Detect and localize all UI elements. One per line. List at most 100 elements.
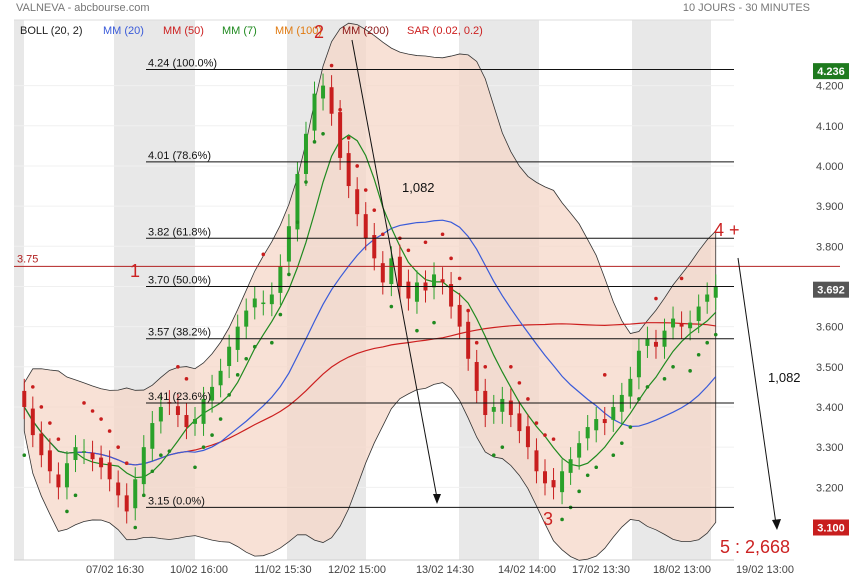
candle-body <box>696 306 701 322</box>
sar-dot <box>261 252 266 257</box>
candle-body <box>39 433 44 456</box>
sar-dot <box>654 296 658 301</box>
candle-body <box>645 338 650 346</box>
sar-dot <box>176 365 180 369</box>
candle-body <box>99 457 104 468</box>
candle-body <box>491 406 496 412</box>
candle-body <box>397 256 402 287</box>
candle-body <box>474 361 479 391</box>
wave-arrow-line <box>351 39 438 499</box>
day-shade-0 <box>14 20 24 560</box>
y-tick-label: 4.100 <box>816 121 844 133</box>
sar-dot <box>363 188 368 192</box>
sar-dot <box>184 377 189 381</box>
candle-body <box>500 398 505 412</box>
wave-arrow-head <box>433 494 441 504</box>
candle-body <box>457 304 462 327</box>
sar-dot <box>449 256 453 261</box>
candle-body <box>551 480 556 488</box>
sar-dot <box>483 365 488 369</box>
y-tick-label: 3.800 <box>816 241 844 253</box>
sar-dot <box>466 308 470 313</box>
legend-item: MM (200) <box>342 25 389 37</box>
y-tick-label: 3.200 <box>816 482 844 494</box>
wave-arrow-head <box>772 519 781 530</box>
sar-dot <box>329 63 334 68</box>
legend-item: BOLL (20, 2) <box>20 25 83 37</box>
candle-body <box>671 318 676 328</box>
y-tick-label: 3.600 <box>816 322 844 334</box>
measure-label: 1,082 <box>402 180 435 195</box>
sar-dot <box>577 489 581 494</box>
candle-body <box>244 310 249 327</box>
candle-body <box>158 406 163 422</box>
wave-5-label: 5 : 2,668 <box>720 537 790 557</box>
candle-body <box>124 495 129 512</box>
candle-body <box>560 471 565 493</box>
sar-dot <box>645 385 650 389</box>
fib-label: 3.41 (23.6%) <box>148 391 211 403</box>
sar-dot <box>304 180 308 184</box>
candle-body <box>628 378 633 397</box>
sar-dot <box>474 340 479 345</box>
price-tag-min <box>813 519 849 536</box>
fib-label: 4.24 (100.0%) <box>148 58 217 70</box>
candle-body <box>193 419 197 424</box>
sar-dot <box>551 437 556 441</box>
candle-body <box>636 350 641 378</box>
candle-body <box>252 298 257 308</box>
sar-dot <box>637 397 641 401</box>
sar-dot <box>500 445 505 449</box>
legend-item: MM (20) <box>103 25 144 37</box>
sar-dot <box>389 304 394 309</box>
candle-body <box>534 450 539 472</box>
sar-dot <box>270 340 274 345</box>
sar-dot <box>620 441 624 445</box>
sar-dot <box>713 332 718 337</box>
y-tick-label: 3.500 <box>816 362 844 374</box>
sar-dot <box>423 240 428 245</box>
sar-dot <box>73 493 78 498</box>
candle-body <box>82 451 87 453</box>
candle-body <box>653 341 658 347</box>
sar-dot <box>346 136 351 140</box>
chart-legend: BOLL (20, 2) MM (20) MM (50) MM (7) MM (100)… <box>20 25 483 37</box>
candle-body <box>22 390 27 407</box>
ma-20-line <box>23 219 717 466</box>
sar-dot <box>90 409 95 413</box>
fib-label: 4.01 (78.6%) <box>148 150 211 162</box>
sar-dot <box>679 276 684 281</box>
wave-3-label: 3 <box>543 509 553 529</box>
sar-dot <box>406 248 411 253</box>
candle-body <box>525 426 530 448</box>
sar-dot <box>201 445 206 449</box>
sar-dot <box>432 320 436 325</box>
price-tag-current <box>813 281 849 298</box>
sar-dot <box>31 385 35 389</box>
sar-dots <box>22 63 718 530</box>
candle-body <box>30 408 35 436</box>
sar-dot <box>141 493 146 498</box>
sar-dot <box>124 461 129 466</box>
sar-dot <box>611 453 616 457</box>
sar-dot <box>543 433 547 437</box>
sar-dot <box>321 132 325 136</box>
fibonacci-levels: 4.24 (100.0%) 4.01 (78.6%) 3.82 (61.8%) 3.7… <box>146 58 734 508</box>
sar-dot <box>560 517 564 522</box>
candle-body <box>150 423 155 449</box>
candle-body <box>286 226 291 262</box>
price-tag-label: 3.692 <box>817 285 845 297</box>
fib-label: 3.57 (38.2%) <box>148 327 211 339</box>
candle-body <box>466 321 471 359</box>
sar-dot <box>671 365 675 369</box>
sar-dot <box>440 232 445 237</box>
sar-dot <box>381 232 385 237</box>
candle-body <box>568 459 573 473</box>
sar-dot <box>338 107 342 112</box>
candle-body <box>713 286 718 298</box>
x-tick-label: 14/02 14:00 <box>498 564 556 576</box>
candle-body <box>227 346 232 367</box>
fib-label: 3.82 (61.8%) <box>148 226 211 238</box>
sar-dot <box>602 373 607 377</box>
